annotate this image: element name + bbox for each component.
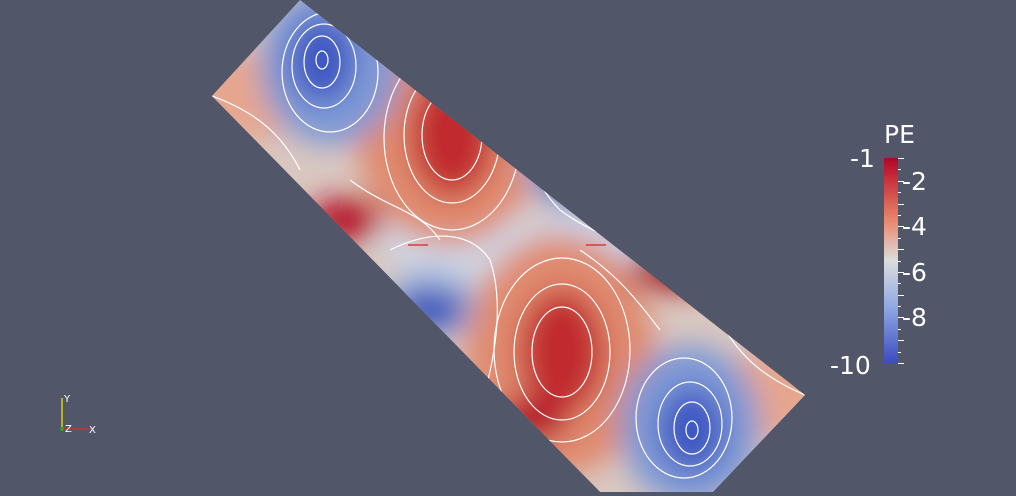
colorbar-tick-mark	[898, 203, 904, 205]
colorbar-tick-mark	[898, 283, 901, 285]
colorbar-gradient	[884, 158, 898, 363]
colorbar-legend: PE -1 -2 -4 -6 -8 -10	[820, 118, 1000, 388]
colorbar-tick-mark	[898, 226, 904, 228]
colorbar-tick-mark	[898, 237, 901, 239]
colorbar-tick-mark	[898, 340, 904, 342]
colorbar-tick-mark	[898, 214, 901, 216]
colorbar-tick-mark	[898, 271, 904, 273]
colorbar-tick-mark	[898, 363, 904, 364]
colorbar-tick-mark	[898, 317, 904, 319]
colorbar-tick-label: -8	[902, 303, 927, 333]
scalar-field-slab	[212, 0, 805, 492]
colorbar-tick-mark	[898, 306, 901, 308]
colorbar-tick-label: -2	[902, 166, 927, 196]
y-axis-label: Y	[63, 394, 71, 405]
colorbar-tick-label: -4	[902, 212, 927, 242]
colorbar-tick-mark	[898, 294, 904, 296]
z-axis-label: Z	[65, 424, 72, 435]
colorbar-tick-mark	[898, 260, 901, 262]
orientation-axes: Y X Z	[50, 392, 110, 436]
colorbar-min-label: -10	[830, 351, 871, 380]
colorbar-tick-label: -6	[902, 257, 927, 287]
colorbar-title: PE	[884, 120, 915, 149]
colorbar-tick-mark	[898, 158, 904, 159]
colorbar-max-label: -1	[850, 144, 875, 173]
colorbar-tick-mark	[898, 249, 904, 251]
colorbar-tick-mark	[898, 351, 901, 353]
x-axis-label: X	[89, 425, 96, 436]
colorbar-tick-mark	[898, 192, 901, 194]
colorbar-tick-mark	[898, 180, 904, 182]
colorbar-tick-mark	[898, 169, 901, 171]
colorbar-tick-mark	[898, 328, 901, 330]
z-axis-dot	[60, 427, 64, 431]
